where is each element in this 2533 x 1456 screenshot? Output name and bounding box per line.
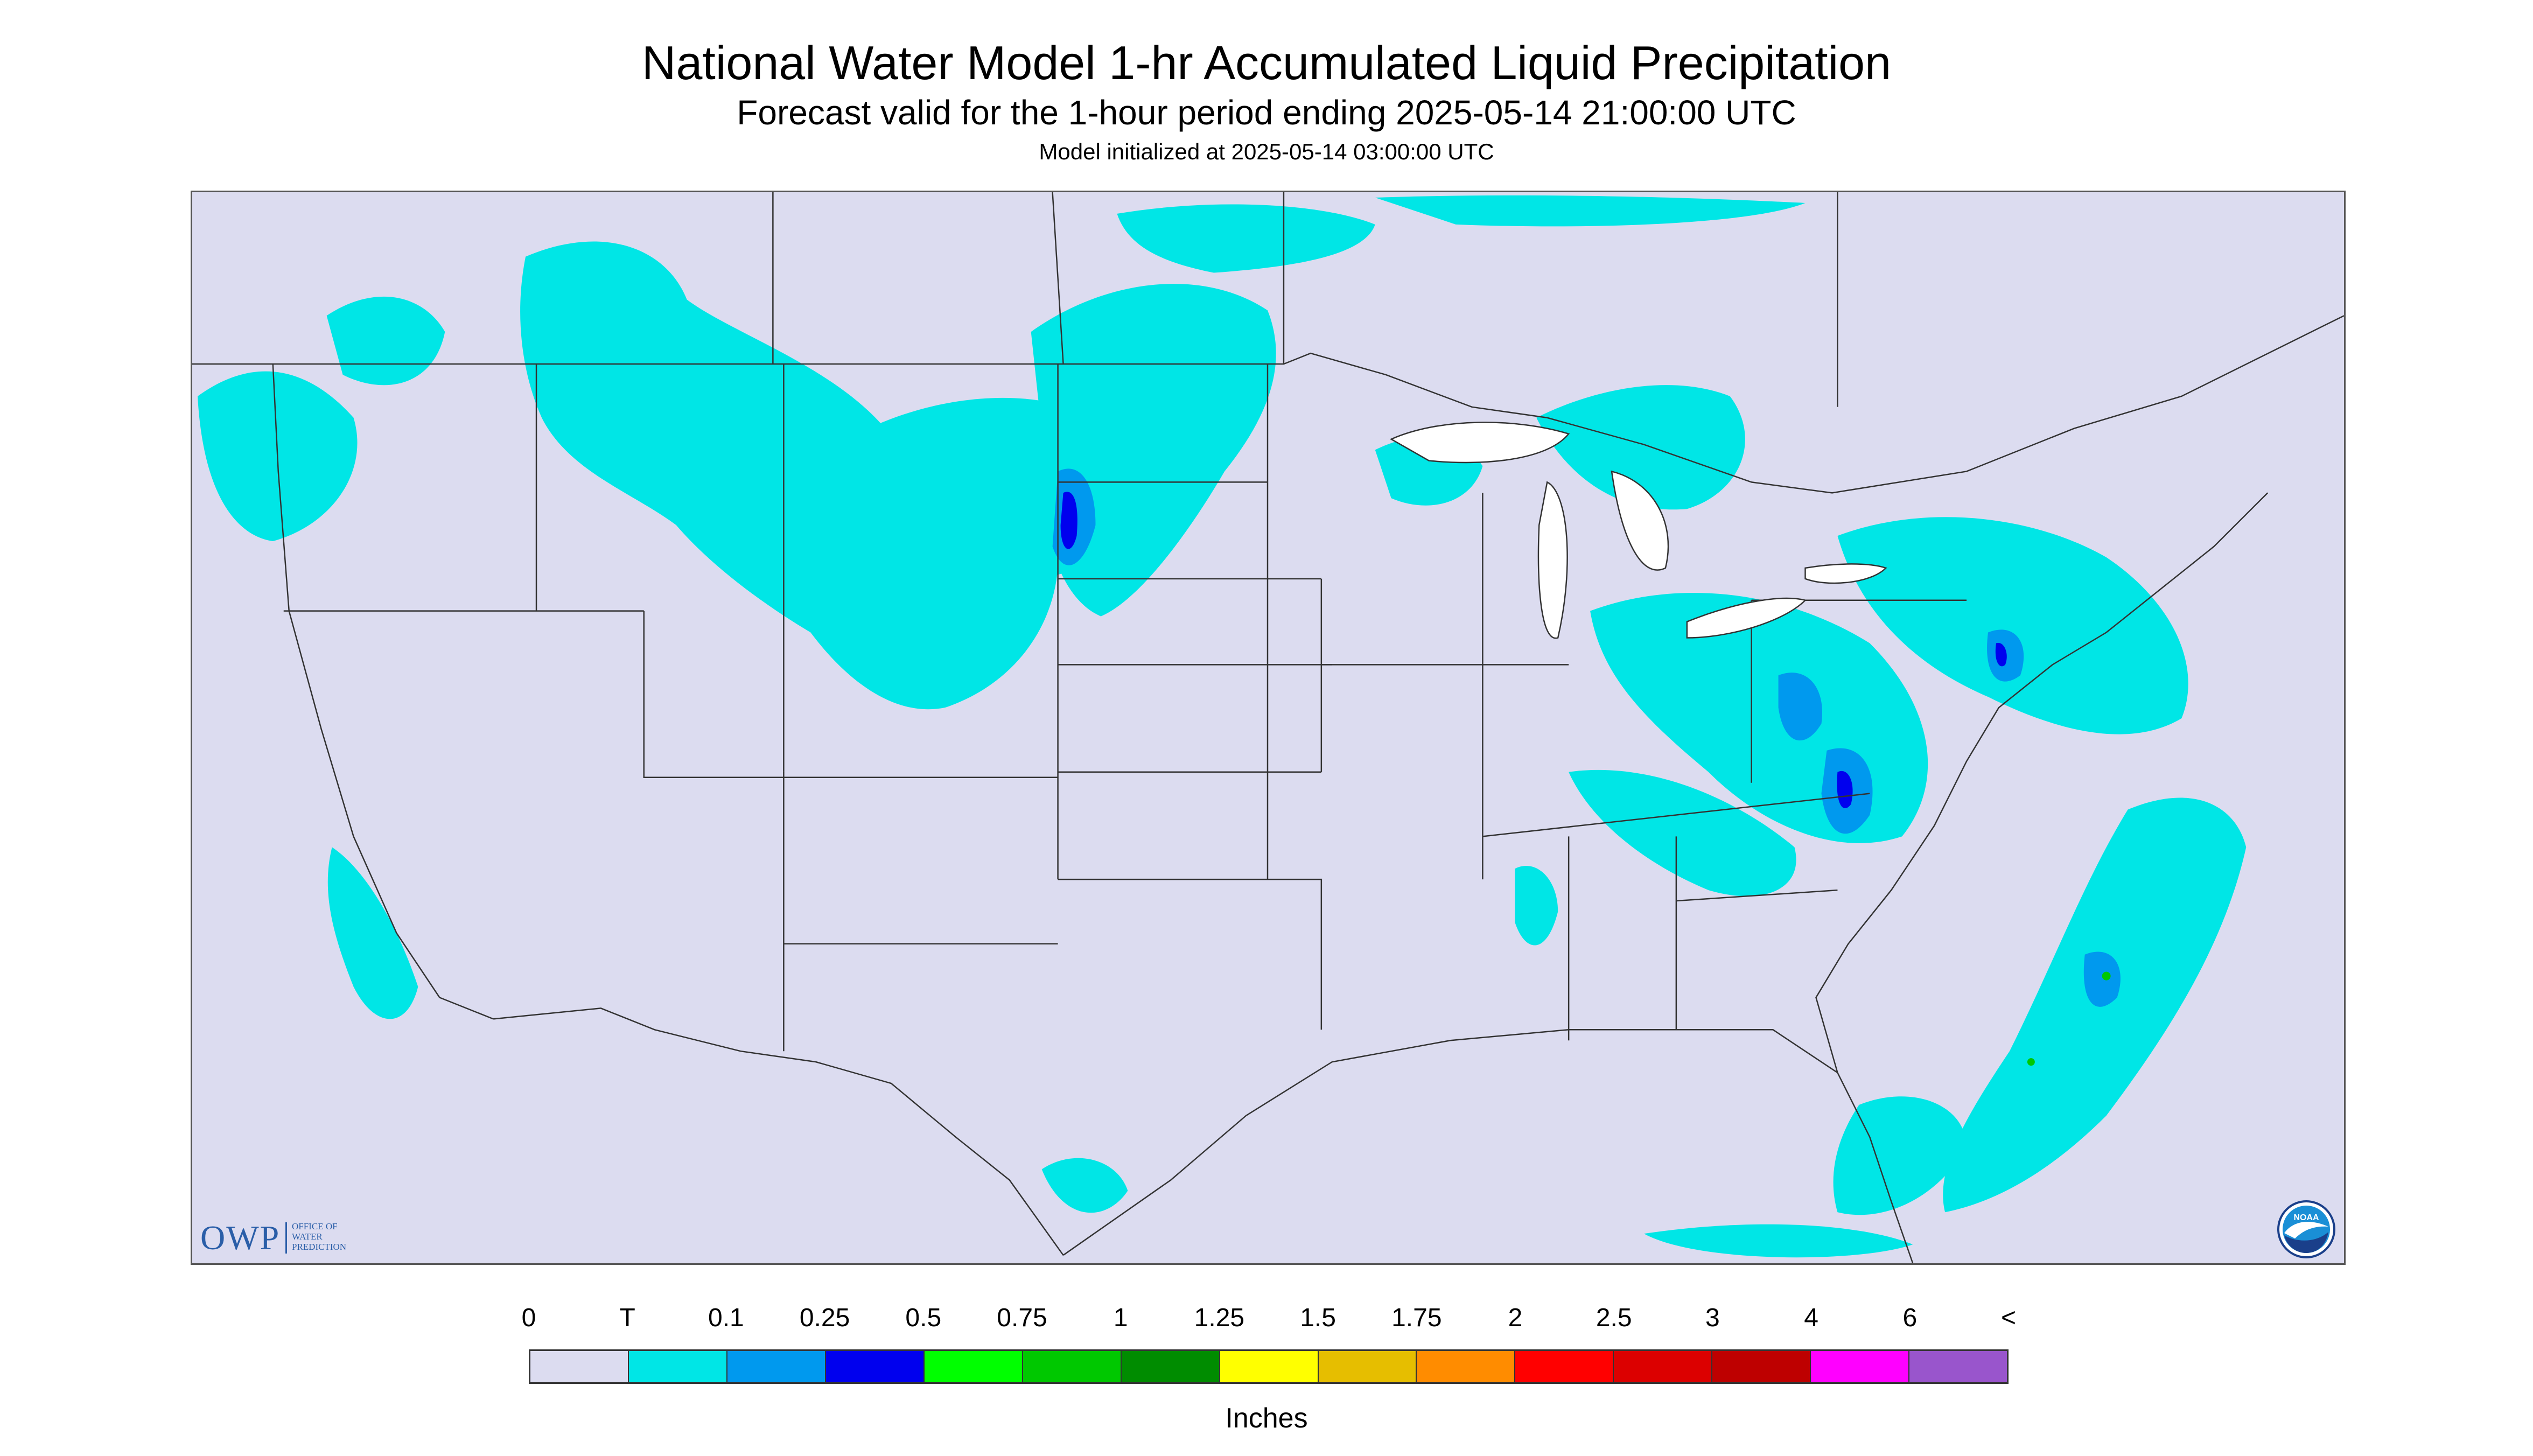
legend-units-label: Inches: [1225, 1403, 1308, 1434]
legend-tick-label: 0.25: [799, 1304, 850, 1332]
legend-swatch: [1220, 1351, 1319, 1382]
owp-logo-subtext: OFFICE OF WATER PREDICTION: [292, 1221, 346, 1252]
legend-swatch: [628, 1351, 727, 1382]
precip-bc-wa: [326, 296, 445, 386]
legend-swatch: [1909, 1351, 2007, 1382]
great-lakes: [1389, 422, 1887, 639]
precip-canada-south: [1117, 204, 1375, 273]
us-mexico-border: [493, 1007, 1064, 1256]
precip-great-lakes: [1536, 385, 1745, 510]
precip-bottom-right: [1643, 1224, 1913, 1258]
state-line-12: [1058, 878, 1323, 1030]
precip-atlantic-south: [1833, 1096, 1967, 1215]
legend-tick-label: 2: [1508, 1304, 1523, 1332]
precipitation-map[interactable]: [191, 191, 2346, 1265]
precip-heavier-specks: [2027, 971, 2111, 1066]
precip-northern-rockies: [520, 241, 1058, 710]
precip-light-atlantic: [2083, 951, 2121, 1007]
precip-northeast: [1837, 517, 2188, 734]
model-init-line: Model initialized at 2025-05-14 03:00:00…: [1039, 139, 1494, 164]
owp-logo-divider: [285, 1222, 287, 1254]
boundary-lines: [192, 192, 2344, 1263]
map-canvas: [192, 192, 2344, 1263]
legend-swatch: [530, 1351, 629, 1382]
state-line-16: [1482, 793, 1870, 837]
legend-tick-label: 6: [1902, 1304, 1918, 1332]
state-line-4: [643, 611, 1058, 778]
precip-moderate-carolinas: [1837, 771, 1853, 809]
precip-mexico-gulf: [1041, 1158, 1128, 1213]
legend-tick-label: T: [619, 1304, 635, 1332]
lake-ontario: [1804, 563, 1887, 584]
legend-tick-label: 3: [1705, 1304, 1720, 1332]
lake-michigan: [1537, 481, 1568, 639]
precip-southeast-band: [1569, 769, 1796, 897]
legend-swatch: [1712, 1351, 1811, 1382]
owp-sub-line-2: WATER: [292, 1231, 323, 1242]
noaa-bird-shape: [2284, 1221, 2328, 1238]
precip-moderate-dakota: [1060, 492, 1077, 549]
legend-swatch: [1614, 1351, 1713, 1382]
noaa-lower-half: [2284, 1232, 2328, 1253]
map-title: National Water Model 1-hr Accumulated Li…: [641, 36, 1892, 89]
legend-tick-label: 0.5: [905, 1304, 942, 1332]
legend-swatch: [1121, 1351, 1220, 1382]
legend-tick-label: 1: [1113, 1304, 1128, 1332]
legend-tick-label: <: [2000, 1304, 2017, 1332]
legend-swatch: [1515, 1351, 1614, 1382]
legend-tick-label: 0: [521, 1304, 536, 1332]
legend-swatch: [1811, 1351, 1910, 1382]
precip-moderate-ne: [1995, 642, 2007, 667]
owp-sub-line-3: PREDICTION: [292, 1242, 347, 1252]
lake-erie: [1686, 597, 1807, 639]
precip-northern-canada-top: [1375, 195, 1806, 227]
legend-swatch: [1318, 1351, 1417, 1382]
precip-moderate-layer: [1060, 492, 2007, 809]
lake-huron: [1611, 470, 1669, 571]
gulf-coast: [1062, 1029, 1914, 1263]
noaa-logo-icon: NOAA: [2277, 1200, 2335, 1258]
legend-tick-label: 1.75: [1391, 1304, 1442, 1332]
legend-tick-label: 1.5: [1300, 1304, 1336, 1332]
state-line-21: [1676, 889, 1838, 902]
legend-swatch: [727, 1351, 826, 1382]
precip-light-ohio: [1778, 673, 1822, 741]
canada-province-line-4: [1052, 192, 1064, 365]
legend-swatch: [1417, 1351, 1516, 1382]
legend-tick-label: 0.1: [708, 1304, 744, 1332]
precip-california-coast: [327, 847, 418, 1019]
precip-speck-atlantic: [2102, 971, 2111, 981]
legend-tick-label: 1.25: [1194, 1304, 1245, 1332]
precip-speck-atlantic-2: [2027, 1058, 2035, 1066]
legend-labels: 0 T 0.1 0.25 0.5 0.75 1 1.25 1.5 1.75 2 2.5 3 4 6 <: [0, 1303, 2533, 1341]
noaa-logo-text: NOAA: [2293, 1213, 2319, 1222]
legend-tick-label: 0.75: [997, 1304, 1047, 1332]
owp-logo-text: OWP: [200, 1219, 281, 1257]
legend-tick-label: 2.5: [1596, 1304, 1632, 1332]
canada-us-border: [192, 315, 2344, 494]
atlantic-coast: [1815, 492, 2269, 1073]
legend-swatch: [825, 1351, 925, 1382]
forecast-valid-subtitle: Forecast valid for the 1-hour period end…: [737, 93, 1796, 132]
lake-superior: [1389, 422, 1570, 464]
legend-swatch: [924, 1351, 1023, 1382]
owp-sub-line-1: OFFICE OF: [292, 1221, 338, 1231]
legend-tick-label: 4: [1804, 1304, 1818, 1332]
legend-swatch: [1023, 1351, 1122, 1382]
precip-gulf-alabama: [1515, 866, 1558, 946]
legend-color-bar: [529, 1349, 2009, 1384]
pacific-coast: [272, 363, 494, 1020]
